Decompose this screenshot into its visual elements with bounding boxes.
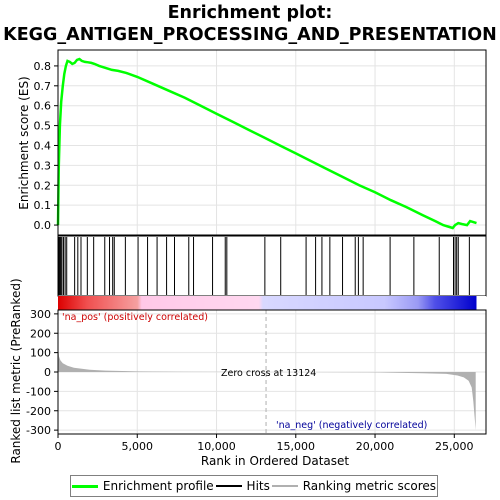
neg-label: 'na_neg' (negatively correlated): [276, 420, 427, 431]
es-tick-label: 0.2: [34, 179, 52, 192]
legend-item-enrichment: Enrichment profile: [71, 479, 214, 493]
es-frame: [57, 49, 487, 236]
legend-label-hits: Hits: [246, 479, 270, 493]
metric-y-axis: 300 200 100 0 -100 -200 -300: [26, 308, 58, 437]
chart-title: Enrichment plot: KEGG_ANTIGEN_PROCESSING…: [0, 2, 500, 46]
es-tick-label: 0.7: [34, 80, 52, 93]
x-tick-label: 10,000: [197, 440, 236, 453]
x-tick-label: 5,000: [122, 440, 154, 453]
es-tick-label: 0.6: [34, 100, 52, 113]
metric-panel: 300 200 100 0 -100 -200 -300 0 5,000 10,000 15,00…: [9, 278, 487, 468]
rank-color-band: [58, 296, 486, 310]
black-line-icon: [215, 485, 242, 487]
hits-plot-area: [58, 236, 486, 296]
metric-tick-label: 200: [30, 327, 51, 340]
metric-tick-label: 0: [44, 366, 51, 379]
legend-item-hits: Hits: [215, 479, 270, 493]
title-line-1: Enrichment plot:: [167, 3, 333, 23]
es-tick-label: 0.8: [34, 60, 52, 73]
enrichment-profile-line: [56, 57, 477, 230]
x-axis-label: Rank in Ordered Dataset: [201, 454, 349, 468]
es-tick-label: 0.3: [34, 159, 52, 172]
x-tick-label: 25,000: [435, 440, 474, 453]
chart-canvas: 0.0 0.1 0.2 0.3 0.4 0.5 0.6 0.7 0.8 Enrichment s…: [9, 49, 487, 468]
metric-x-axis: 0 5,000 10,000 15,000 20,000 25,000: [55, 434, 474, 453]
es-tick-label: 0.0: [34, 219, 52, 232]
x-tick-label: 0: [55, 440, 62, 453]
band-gradient: [58, 296, 477, 310]
es-tick-label: 0.5: [34, 120, 52, 133]
pos-label: 'na_pos' (positively correlated): [62, 312, 208, 323]
x-tick-label: 15,000: [277, 440, 316, 453]
hits-panel: [57, 235, 487, 297]
hit-markers: [58, 237, 470, 295]
zero-cross-label: Zero cross at 13124: [221, 368, 316, 379]
es-grid: [57, 50, 486, 235]
metric-y-axis-label: Ranked list metric (PreRanked): [9, 278, 23, 463]
metric-tick-label: -300: [26, 424, 51, 437]
gray-line-icon: [271, 485, 298, 487]
metric-tick-label: -100: [26, 385, 51, 398]
legend-item-metric: Ranking metric scores: [271, 479, 437, 493]
legend-label-enrichment: Enrichment profile: [102, 479, 214, 493]
es-y-axis-label: Enrichment score (ES): [17, 76, 31, 209]
es-y-axis: 0.0 0.1 0.2 0.3 0.4 0.5 0.6 0.7 0.8: [34, 60, 58, 232]
title-line-2: KEGG_ANTIGEN_PROCESSING_AND_PRESENTATION: [3, 25, 497, 45]
es-tick-label: 0.4: [34, 139, 52, 152]
es-panel: 0.0 0.1 0.2 0.3 0.4 0.5 0.6 0.7 0.8 Enrichment s…: [17, 49, 487, 236]
legend-label-metric: Ranking metric scores: [302, 479, 437, 493]
es-tick-label: 0.1: [34, 199, 52, 212]
metric-tick-label: 300: [30, 308, 51, 321]
x-tick-label: 20,000: [356, 440, 395, 453]
metric-tick-label: 100: [30, 347, 51, 360]
metric-tick-label: -200: [26, 405, 51, 418]
green-line-icon: [71, 484, 98, 488]
legend: Enrichment profile Hits Ranking metric s…: [70, 475, 438, 497]
